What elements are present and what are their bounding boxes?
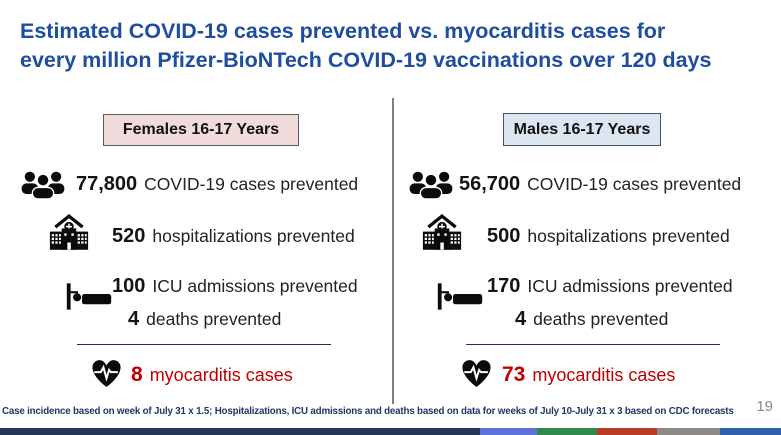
females-deaths-value: 4: [128, 308, 140, 330]
males-hospitalizations-value: 500: [487, 225, 521, 247]
males-cases-label: COVID-19 cases prevented: [527, 174, 742, 194]
footer-bar-segment-3: [597, 428, 657, 435]
footer-bar-segment-2: [537, 428, 597, 435]
females-icu-label: ICU admissions prevented: [152, 276, 358, 296]
hospital-building-icon: [422, 214, 462, 251]
males-header-box: Males 16-17 Years: [503, 113, 661, 146]
males-divider-rule: [466, 344, 720, 345]
people-group-icon: [408, 170, 454, 200]
males-header-label: Males 16-17 Years: [513, 120, 651, 138]
males-deaths-label: deaths prevented: [533, 309, 669, 329]
footnote: Case incidence based on week of July 31 …: [2, 405, 734, 417]
people-group-icon: [20, 170, 66, 200]
hospital-bed-icon: [437, 283, 483, 310]
panel-separator-line: [392, 98, 394, 404]
heart-pulse-icon: [89, 357, 124, 389]
males-cases-row: 56,700 COVID-19 cases prevented: [459, 173, 741, 196]
females-myocarditis-value: 8: [131, 363, 143, 386]
males-icu-row: 170 ICU admissions prevented: [487, 275, 733, 298]
females-header-box: Females 16-17 Years: [103, 114, 299, 146]
footer-bar-segment-5: [720, 428, 781, 435]
females-divider-rule: [77, 344, 331, 345]
females-header-label: Females 16-17 Years: [122, 121, 280, 138]
females-hospitalizations-row: 520 hospitalizations prevented: [112, 225, 355, 248]
hospital-building-icon: [49, 214, 89, 251]
footer-bar-segment-0: [0, 428, 480, 435]
slide-title-line2: every million Pfizer-BioNTech COVID-19 v…: [20, 48, 712, 72]
slide-title: Estimated COVID-19 cases prevented vs. m…: [20, 17, 711, 75]
footer-bar-segment-4: [657, 428, 720, 435]
females-cases-value: 77,800: [76, 173, 138, 195]
females-myocarditis-row: 8 myocarditis cases: [131, 363, 293, 387]
males-cases-value: 56,700: [459, 173, 521, 195]
females-cases-label: COVID-19 cases prevented: [144, 174, 359, 194]
hospital-bed-icon: [66, 283, 112, 310]
males-myocarditis-label: myocarditis cases: [532, 365, 676, 385]
females-icu-value: 100: [112, 275, 146, 297]
males-myocarditis-value: 73: [502, 363, 526, 386]
panel-females: Females 16-17 Years 77,800 COVID-19 case…: [0, 100, 393, 412]
females-deaths-row: 4 deaths prevented: [128, 308, 281, 331]
footer-color-bar: [0, 428, 781, 435]
footer-bar-segment-1: [480, 428, 537, 435]
males-hospitalizations-label: hospitalizations prevented: [527, 226, 730, 246]
females-myocarditis-label: myocarditis cases: [149, 365, 293, 385]
page-number: 19: [756, 398, 773, 415]
males-myocarditis-row: 73 myocarditis cases: [502, 363, 675, 387]
females-icu-row: 100 ICU admissions prevented: [112, 275, 358, 298]
panel-males: Males 16-17 Years 56,700 COVID-19 cases …: [393, 100, 781, 412]
males-deaths-value: 4: [515, 308, 527, 330]
heart-pulse-icon: [459, 357, 494, 389]
females-hospitalizations-label: hospitalizations prevented: [152, 226, 355, 246]
males-icu-value: 170: [487, 275, 521, 297]
males-hospitalizations-row: 500 hospitalizations prevented: [487, 225, 730, 248]
females-hospitalizations-value: 520: [112, 225, 146, 247]
females-cases-row: 77,800 COVID-19 cases prevented: [76, 173, 358, 196]
females-deaths-label: deaths prevented: [146, 309, 282, 329]
males-deaths-row: 4 deaths prevented: [515, 308, 668, 331]
males-icu-label: ICU admissions prevented: [527, 276, 733, 296]
slide-title-line1: Estimated COVID-19 cases prevented vs. m…: [20, 19, 666, 43]
